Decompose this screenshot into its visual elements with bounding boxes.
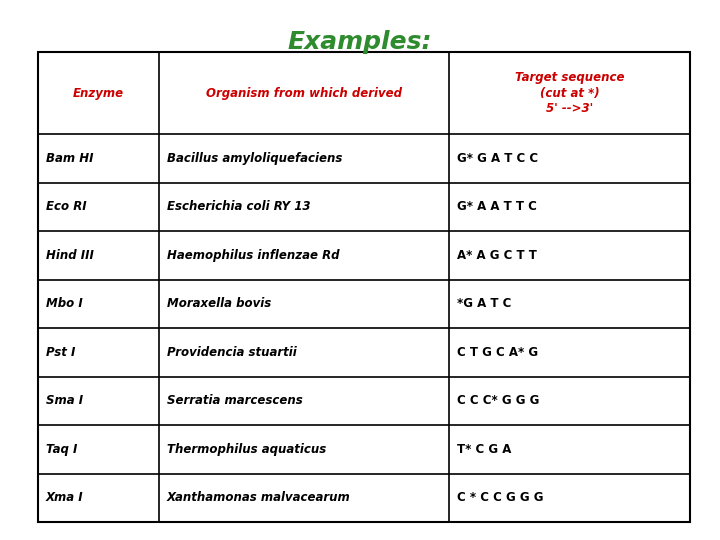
Text: Serratia marcescens: Serratia marcescens <box>166 394 302 407</box>
Text: *G A T C: *G A T C <box>456 297 511 310</box>
Bar <box>38 52 690 522</box>
Text: C C C* G G G: C C C* G G G <box>456 394 539 407</box>
Text: C T G C A* G: C T G C A* G <box>456 346 538 359</box>
Text: T* C G A: T* C G A <box>456 443 511 456</box>
Text: Xanthamonas malvacearum: Xanthamonas malvacearum <box>166 491 351 504</box>
Text: Organism from which derived: Organism from which derived <box>206 86 402 99</box>
Text: Providencia stuartii: Providencia stuartii <box>166 346 297 359</box>
Text: G* G A T C C: G* G A T C C <box>456 152 538 165</box>
Text: Hind III: Hind III <box>46 249 94 262</box>
Text: Moraxella bovis: Moraxella bovis <box>166 297 271 310</box>
Text: Taq I: Taq I <box>46 443 77 456</box>
Text: Haemophilus inflenzae Rd: Haemophilus inflenzae Rd <box>166 249 339 262</box>
Text: Sma I: Sma I <box>46 394 83 407</box>
Text: Thermophilus aquaticus: Thermophilus aquaticus <box>166 443 326 456</box>
Text: A* A G C T T: A* A G C T T <box>456 249 536 262</box>
Text: Escherichia coli RY 13: Escherichia coli RY 13 <box>166 200 310 213</box>
Text: G* A A T T C: G* A A T T C <box>456 200 536 213</box>
Text: Mbo I: Mbo I <box>46 297 83 310</box>
Text: Xma I: Xma I <box>46 491 84 504</box>
Text: Eco RI: Eco RI <box>46 200 86 213</box>
Text: Pst I: Pst I <box>46 346 76 359</box>
Text: Examples:: Examples: <box>288 30 432 54</box>
Text: Bacillus amyloliquefaciens: Bacillus amyloliquefaciens <box>166 152 342 165</box>
Text: Target sequence
(cut at *)
5' -->3': Target sequence (cut at *) 5' -->3' <box>515 71 624 114</box>
Text: Bam HI: Bam HI <box>46 152 94 165</box>
Text: Enzyme: Enzyme <box>73 86 124 99</box>
Text: C * C C G G G: C * C C G G G <box>456 491 544 504</box>
